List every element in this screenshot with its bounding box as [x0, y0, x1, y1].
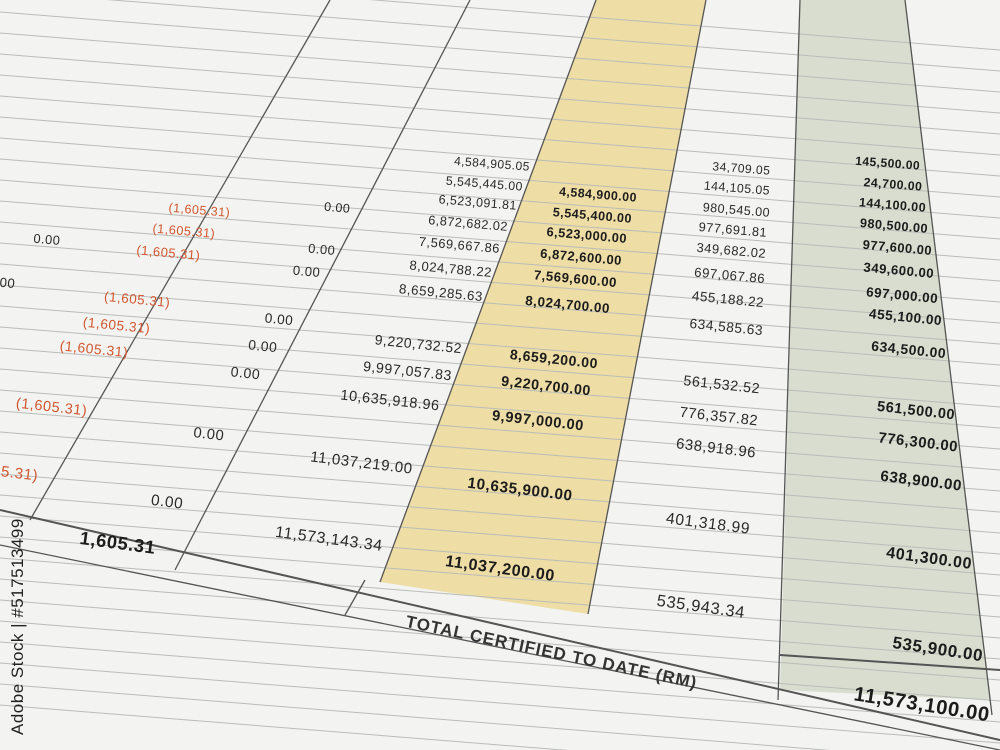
cell-value: 0.00 — [150, 490, 185, 512]
row-rule — [0, 11, 1000, 93]
row-rule — [0, 452, 1000, 534]
row-rule — [368, 0, 1000, 51]
row-rule — [0, 137, 1000, 219]
row-rule — [0, 53, 1000, 135]
cell-value: 0.00 — [0, 272, 17, 291]
row-rule — [0, 641, 1000, 723]
cell-value: 0.00 — [32, 230, 61, 248]
row-rule — [0, 389, 1000, 471]
cell-value: 0.00 — [323, 198, 351, 216]
watermark: Adobe Stock | #517513499 — [8, 518, 27, 735]
cell-value: 0.00 — [307, 240, 336, 258]
row-rule — [0, 515, 1000, 597]
row-rule — [0, 179, 1000, 261]
row-rule — [0, 326, 1000, 408]
row-rule — [0, 683, 832, 750]
green-highlight-column — [780, 0, 990, 700]
row-rule — [0, 704, 569, 750]
row-rule — [106, 0, 1000, 72]
row-rule — [0, 284, 1000, 366]
row-rule — [0, 557, 1000, 639]
row-rule — [0, 221, 1000, 303]
cell-value: 0.00 — [229, 362, 262, 383]
row-rule — [0, 536, 1000, 618]
row-rule — [0, 32, 1000, 114]
row-rule — [0, 242, 1000, 324]
cell-value: 0.00 — [292, 261, 322, 280]
cell-value: 0.00 — [192, 422, 226, 444]
row-rule — [0, 116, 1000, 198]
row-rule — [0, 410, 1000, 492]
row-rule — [0, 599, 1000, 681]
row-rule — [0, 368, 1000, 450]
row-rule — [0, 305, 1000, 387]
row-rule — [0, 200, 1000, 282]
cell-value: 0.00 — [247, 336, 279, 355]
row-rule — [0, 620, 1000, 702]
row-rule — [0, 347, 1000, 429]
cell-value: 0.00 — [264, 309, 295, 328]
row-rule — [0, 95, 1000, 177]
row-rule — [0, 74, 1000, 156]
row-rule — [0, 158, 1000, 240]
row-rule — [0, 662, 1000, 744]
row-rule — [0, 263, 1000, 345]
row-rule — [0, 578, 1000, 660]
row-rule — [0, 494, 1000, 576]
row-rule — [0, 431, 1000, 513]
row-rule — [0, 473, 1000, 555]
